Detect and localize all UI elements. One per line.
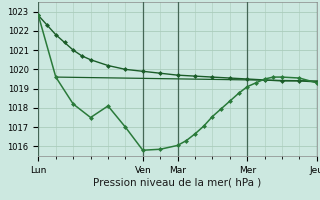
X-axis label: Pression niveau de la mer( hPa ): Pression niveau de la mer( hPa ) — [93, 178, 262, 188]
